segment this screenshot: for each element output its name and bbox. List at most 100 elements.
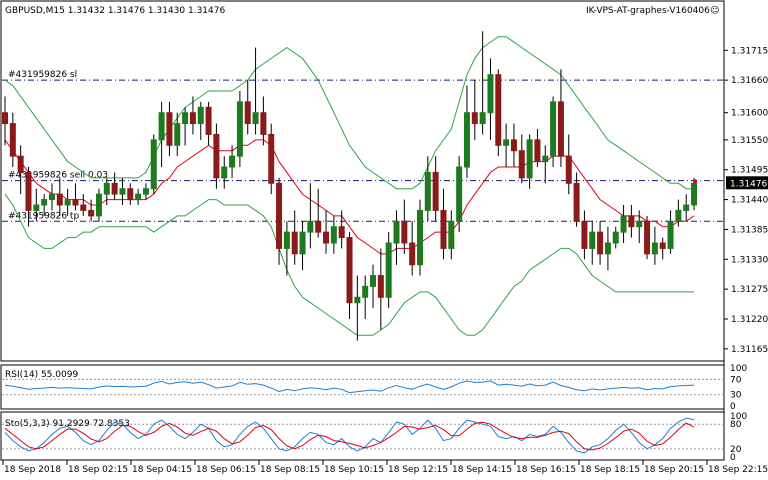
- price-tick-label: 1.31385: [731, 225, 768, 235]
- sto-tick-label: 80: [730, 420, 742, 430]
- candle-bull: [354, 296, 361, 304]
- candle-bear: [268, 133, 275, 184]
- band-upper-line: [4, 36, 694, 190]
- candle-bull: [48, 193, 55, 201]
- candle-bull: [683, 204, 690, 211]
- candle-bull: [393, 220, 400, 244]
- candle-bear: [518, 150, 525, 179]
- rsi-tick-label: 100: [730, 364, 747, 374]
- time-tick-label: 18 Sep 10:15: [324, 465, 384, 475]
- time-tick-label: 18 Sep 06:15: [196, 465, 256, 475]
- sell-order-label: #431959826 sell 0.03: [8, 171, 108, 181]
- candle-bull: [229, 155, 236, 168]
- candle-bear: [440, 209, 447, 249]
- price-tick-label: 1.31495: [731, 166, 768, 176]
- candle-bear: [127, 188, 134, 201]
- candle-bull: [174, 123, 181, 146]
- ma-line: [4, 139, 695, 255]
- candle-bear: [291, 231, 298, 255]
- candle-bear: [213, 133, 220, 179]
- candle-bull: [691, 182, 698, 206]
- candle-bull: [550, 101, 557, 157]
- candle-bull: [221, 166, 228, 179]
- time-tick-label: 18 Sep 20:15: [644, 465, 704, 475]
- candle-bear: [557, 101, 564, 157]
- candle-bear: [276, 182, 283, 249]
- time-tick-label: 18 Sep 04:15: [132, 465, 192, 475]
- candle-bull: [370, 275, 377, 287]
- candle-bull: [95, 193, 102, 217]
- candle-bull: [526, 139, 533, 179]
- candle-bear: [644, 220, 651, 255]
- candle-bull: [542, 155, 549, 163]
- candlesticks: [2, 31, 698, 341]
- price-tick-label: 1.31165: [731, 345, 768, 355]
- sto-main-line: [4, 417, 695, 454]
- time-axis: 18 Sep 2018 18 Sep 02:15 18 Sep 04:15 18 Se…: [2, 460, 768, 475]
- rsi-line: [4, 380, 695, 394]
- price-marker: [693, 179, 698, 184]
- price-tick-label: 1.31440: [731, 196, 768, 206]
- candle-bear: [471, 112, 478, 125]
- candle-bull: [503, 139, 510, 146]
- candle-bear: [260, 112, 267, 135]
- candle-bull: [252, 112, 259, 125]
- candle-bull: [416, 209, 423, 266]
- price-tick-label: 1.31715: [731, 46, 768, 56]
- sto-tick-label: 100: [730, 412, 747, 422]
- current-price-tag: [726, 176, 768, 190]
- time-tick-label: 18 Sep 2018: [4, 465, 61, 475]
- stochastic-indicator: [2, 417, 723, 454]
- candle-bear: [377, 275, 384, 298]
- candle-bull: [675, 209, 682, 222]
- candle-bull: [135, 193, 142, 201]
- candle-bear: [401, 220, 408, 244]
- candle-bull: [158, 112, 165, 141]
- candle-bull: [64, 199, 71, 206]
- candle-bull: [463, 112, 470, 168]
- sto-panel-frame: [0, 411, 725, 461]
- candle-bull: [636, 220, 643, 228]
- candle-bear: [56, 193, 63, 206]
- time-tick-label: 18 Sep 16:15: [516, 465, 576, 475]
- candle-bear: [88, 209, 95, 217]
- candle-bear: [17, 155, 24, 173]
- time-tick-label: 18 Sep 18:15: [580, 465, 640, 475]
- rsi-tick-label: 0: [730, 402, 736, 412]
- price-axis: 1.31715 1.31660 1.31600 1.31550 1.31495 1.314…: [724, 46, 768, 355]
- candle-bear: [534, 139, 541, 163]
- candle-bull: [103, 182, 110, 195]
- candle-bear: [9, 123, 16, 157]
- candle-bear: [659, 242, 666, 249]
- price-tick-label: 1.31600: [731, 109, 768, 119]
- time-tick-label: 18 Sep 14:15: [452, 465, 512, 475]
- candle-bull: [424, 171, 431, 211]
- candle-bull: [150, 139, 157, 190]
- candle-bull: [330, 226, 337, 244]
- candle-bull: [604, 242, 611, 255]
- candle-bear: [565, 155, 572, 184]
- candle-bull: [651, 242, 658, 255]
- candle-bear: [80, 204, 87, 211]
- price-tick-label: 1.31275: [731, 285, 768, 295]
- candle-bull: [612, 231, 619, 244]
- candle-bear: [111, 182, 118, 195]
- candle-bear: [338, 226, 345, 239]
- candle-bear: [628, 215, 635, 228]
- smiley-icon: ☺: [710, 5, 719, 16]
- sto-tick-label: 0: [730, 453, 736, 463]
- price-tick-label: 1.31330: [731, 255, 768, 265]
- candle-bull: [299, 231, 306, 255]
- time-tick-label: 18 Sep 08:15: [260, 465, 320, 475]
- rsi-tick-label: 70: [730, 375, 742, 385]
- candle-bull: [487, 74, 494, 114]
- moving-average: [4, 139, 695, 255]
- candle-bull: [41, 199, 48, 206]
- rsi-label: RSI(14) 55.0099: [5, 370, 78, 380]
- candle-bull: [197, 106, 204, 125]
- time-tick-label: 18 Sep 02:15: [68, 465, 128, 475]
